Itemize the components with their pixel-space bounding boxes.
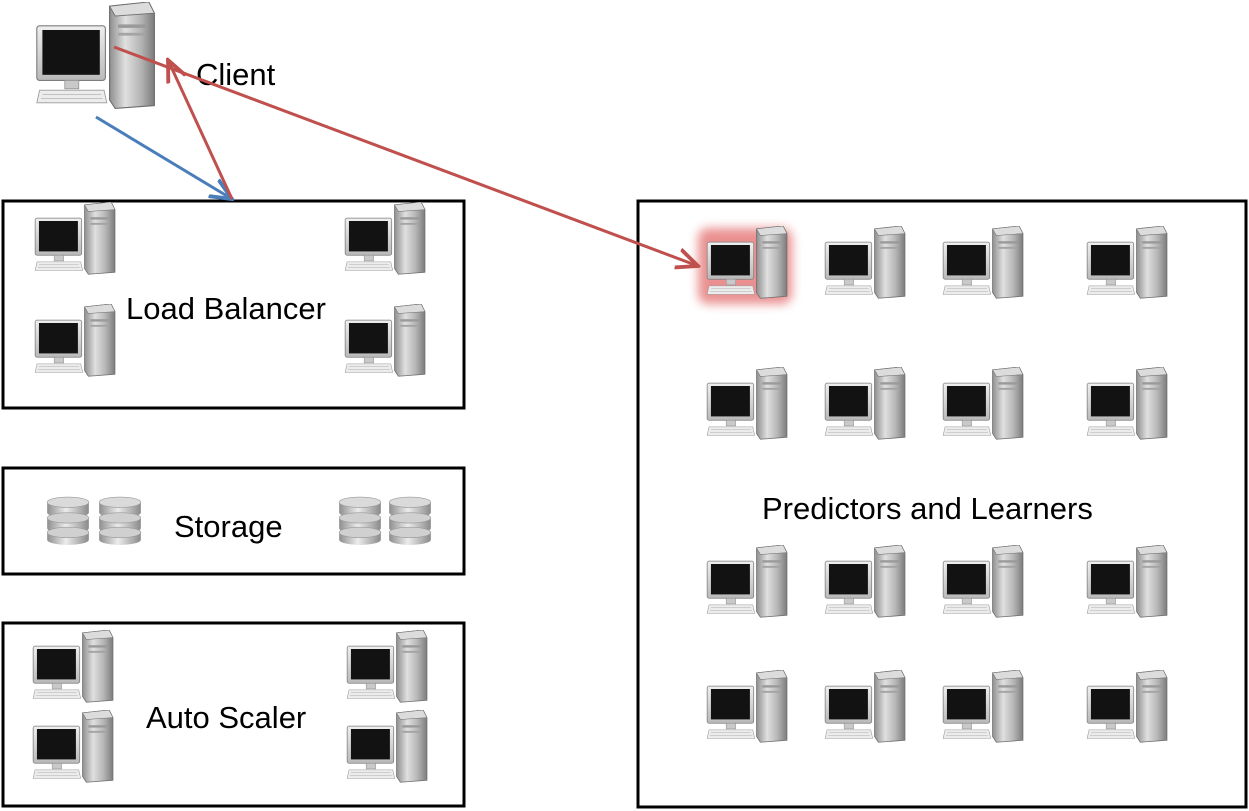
client-to-load-balancer-arrow bbox=[95, 115, 232, 199]
client-to-predictor-arrow bbox=[113, 45, 698, 266]
database-icon bbox=[46, 496, 90, 546]
storage-label: Storage bbox=[174, 509, 283, 544]
predictors-learners-label: Predictors and Learners bbox=[762, 491, 1093, 526]
auto-scaler-label: Auto Scaler bbox=[146, 700, 306, 735]
database-icon bbox=[98, 496, 142, 546]
database-icon bbox=[388, 496, 432, 546]
load-balancer-to-client-arrow bbox=[168, 60, 234, 200]
predictors-learners-box: Predictors and Learners bbox=[636, 199, 1248, 809]
load-balancer-label: Load Balancer bbox=[126, 291, 326, 326]
client-label: Client bbox=[196, 57, 276, 92]
storage-box: Storage bbox=[1, 466, 466, 576]
connections bbox=[95, 45, 698, 266]
client-node: Client bbox=[36, 2, 276, 110]
load-balancer-box: Load Balancer bbox=[1, 199, 466, 410]
auto-scaler-box: Auto Scaler bbox=[1, 621, 466, 808]
database-icon bbox=[338, 496, 382, 546]
